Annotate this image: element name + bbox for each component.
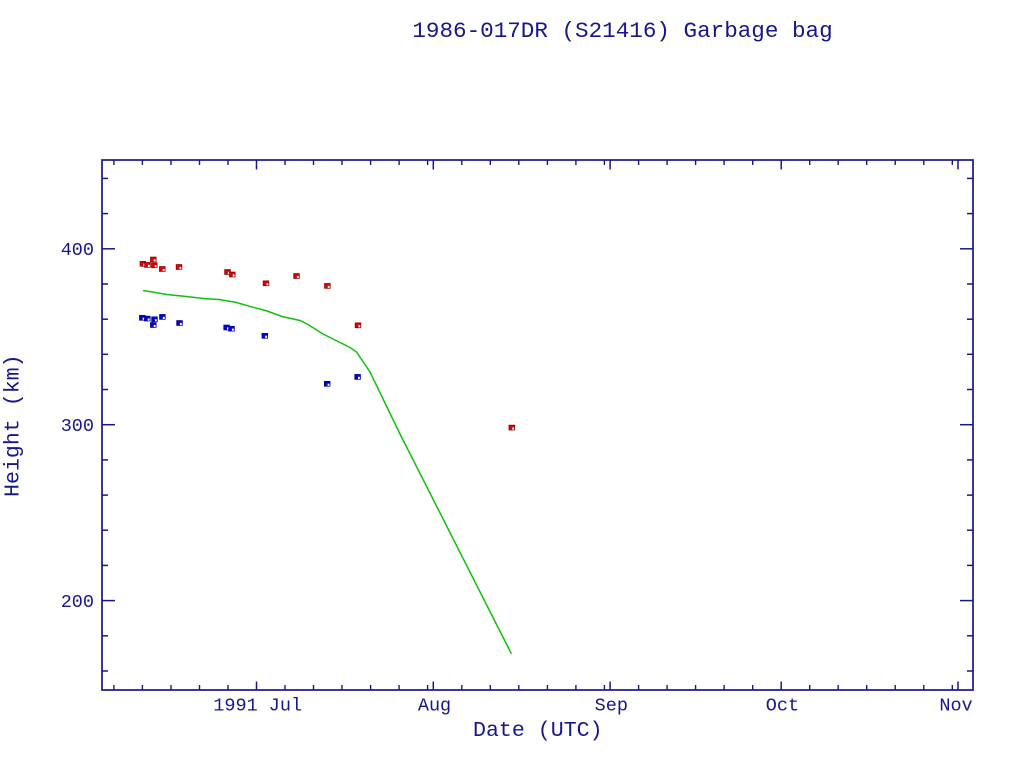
- svg-text:1991 Jul: 1991 Jul: [213, 696, 302, 717]
- svg-text:Oct: Oct: [766, 696, 799, 717]
- svg-text:200: 200: [61, 592, 94, 613]
- svg-text:Aug: Aug: [418, 696, 451, 717]
- svg-text:400: 400: [61, 240, 94, 261]
- svg-text:Height (km): Height (km): [2, 354, 26, 497]
- svg-text:300: 300: [61, 416, 94, 437]
- svg-text:1986-017DR (S21416) Garbage ba: 1986-017DR (S21416) Garbage bag: [412, 18, 832, 44]
- svg-text:Sep: Sep: [595, 696, 628, 717]
- svg-text:Date (UTC): Date (UTC): [473, 719, 603, 743]
- svg-text:Nov: Nov: [939, 696, 972, 717]
